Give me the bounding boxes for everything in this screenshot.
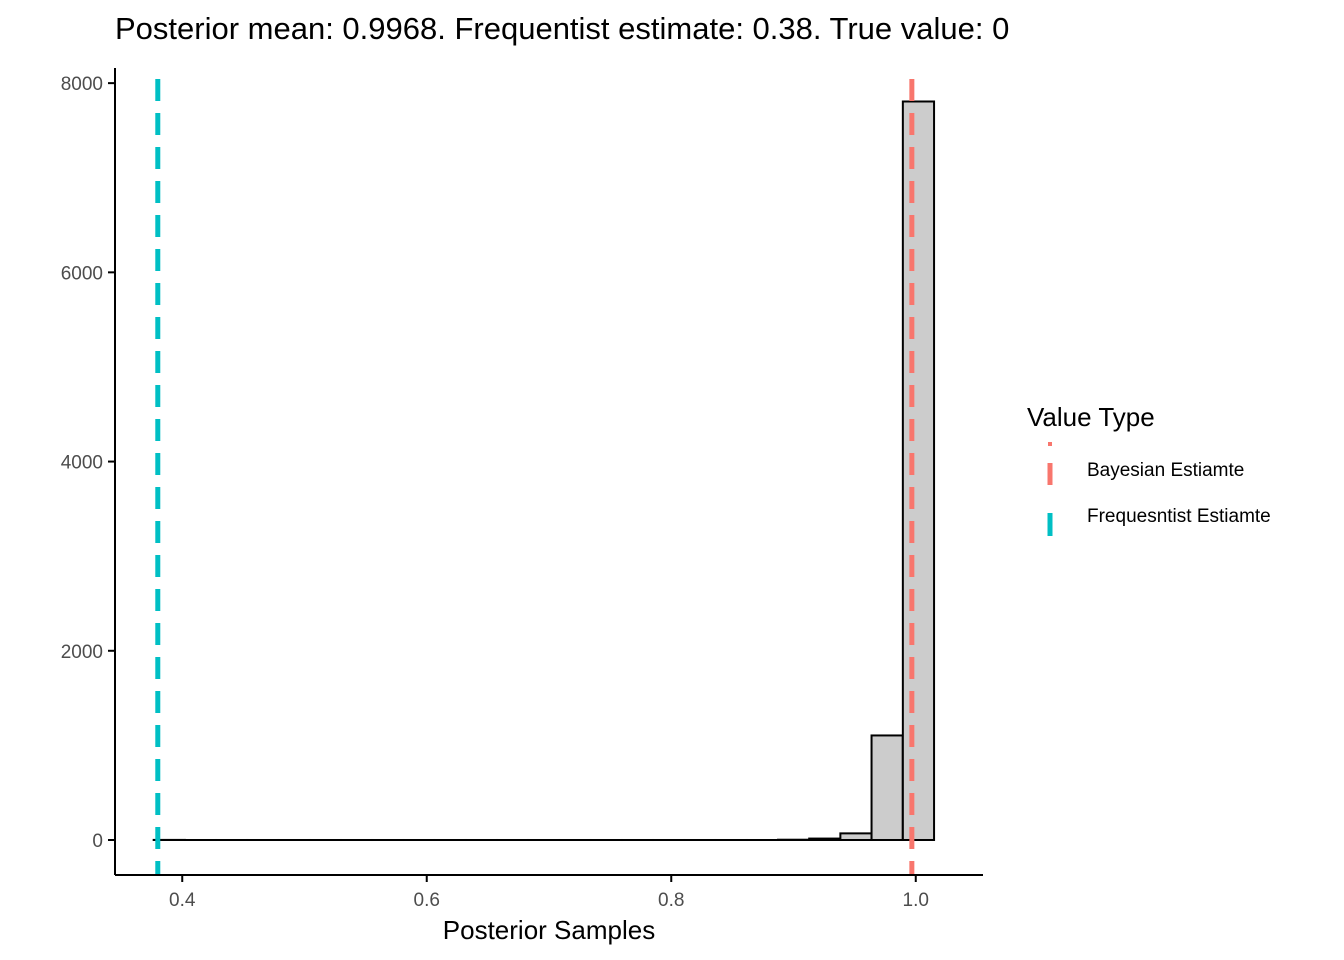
y-tick-label: 8000: [61, 74, 103, 95]
legend-item-bayesian: Bayesian Estiamte: [1047, 442, 1244, 492]
histogram-bar: [839, 832, 873, 841]
legend-label-bayesian: Bayesian Estiamte: [1087, 460, 1244, 481]
histogram-bar: [808, 837, 842, 841]
x-axis-title: Posterior Samples: [443, 915, 655, 945]
y-tick-label: 2000: [61, 642, 103, 663]
histogram-bars: [152, 100, 936, 842]
y-tick-label: 6000: [61, 263, 103, 284]
x-axis-ticks: 0.4 0.6 0.8 1.0: [169, 875, 929, 911]
x-tick-label: 0.4: [169, 890, 196, 911]
x-tick-label: 0.8: [658, 890, 684, 911]
legend-item-frequentist: Frequesntist Estiamte: [1047, 506, 1271, 536]
legend: Value Type Bayesian Estiamte Frequesntis…: [1027, 402, 1271, 536]
histogram-bar: [870, 734, 904, 841]
chart-title: Posterior mean: 0.9968. Frequentist esti…: [115, 11, 1009, 46]
histogram-bar: [901, 100, 936, 841]
legend-title: Value Type: [1027, 402, 1155, 432]
legend-label-frequentist: Frequesntist Estiamte: [1087, 506, 1271, 527]
y-tick-label: 0: [92, 831, 103, 852]
y-tick-label: 4000: [61, 453, 103, 474]
reference-lines: [155, 79, 915, 875]
y-axis-ticks: 0 2000 4000 6000 8000: [61, 74, 115, 852]
x-tick-label: 1.0: [903, 890, 929, 911]
x-tick-label: 0.6: [414, 890, 440, 911]
